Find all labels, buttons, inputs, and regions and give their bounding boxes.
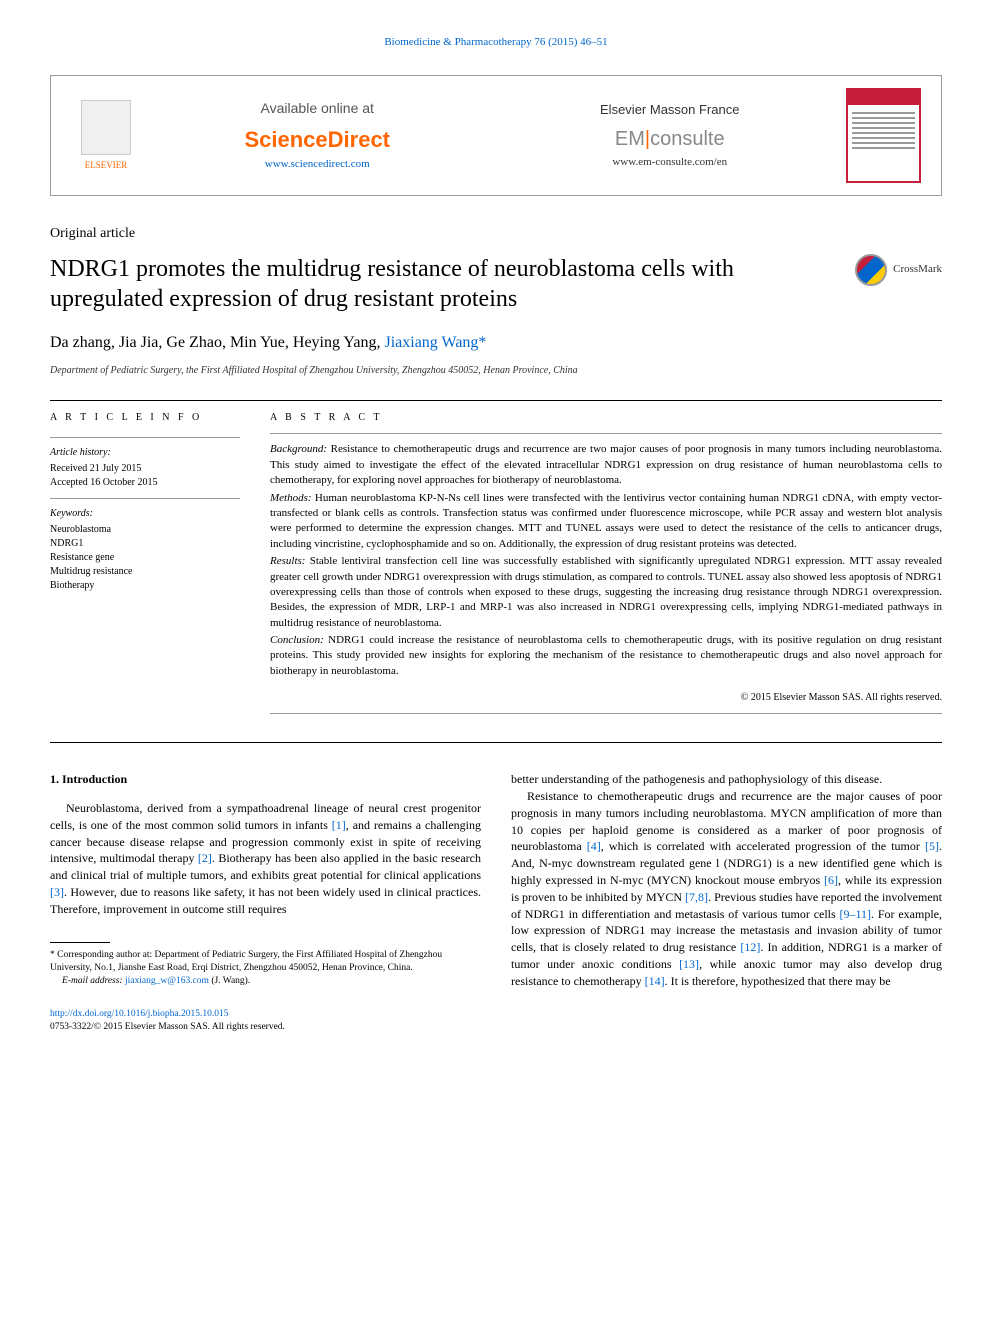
elsevier-tree-icon bbox=[81, 100, 131, 155]
em-suffix: consulte bbox=[650, 128, 725, 150]
emconsulte-url[interactable]: www.em-consulte.com/en bbox=[509, 155, 832, 170]
keywords-label: Keywords: bbox=[50, 507, 240, 521]
abstract-copyright: © 2015 Elsevier Masson SAS. All rights r… bbox=[270, 691, 942, 705]
received-date: Received 21 July 2015 bbox=[50, 462, 240, 476]
methods-label: Methods: bbox=[270, 492, 312, 504]
keyword: Multidrug resistance bbox=[50, 565, 240, 579]
keyword: Resistance gene bbox=[50, 551, 240, 565]
ref-link[interactable]: [12] bbox=[740, 940, 760, 954]
methods-text: Human neuroblastoma KP-N-Ns cell lines w… bbox=[270, 492, 942, 550]
elsevier-masson-france-label: Elsevier Masson France bbox=[509, 101, 832, 119]
body-column-left: 1. Introduction Neuroblastoma, derived f… bbox=[50, 771, 481, 989]
keyword: Neuroblastoma bbox=[50, 523, 240, 537]
keyword: NDRG1 bbox=[50, 537, 240, 551]
corresponding-author-footnote: * Corresponding author at: Department of… bbox=[50, 949, 481, 989]
results-text: Stable lentiviral transfection cell line… bbox=[270, 555, 942, 629]
em-prefix: EM bbox=[615, 128, 645, 150]
conclusion-text: NDRG1 could increase the resistance of n… bbox=[270, 634, 942, 677]
footnote-separator bbox=[50, 942, 110, 943]
crossmark-badge[interactable]: CrossMark bbox=[855, 254, 942, 286]
ref-link[interactable]: [6] bbox=[824, 873, 838, 887]
article-title: NDRG1 promotes the multidrug resistance … bbox=[50, 254, 855, 314]
emconsulte-logo: EM|consulte bbox=[509, 125, 832, 153]
issn-copyright: 0753-3322/© 2015 Elsevier Masson SAS. Al… bbox=[50, 1021, 942, 1034]
crossmark-label: CrossMark bbox=[893, 262, 942, 277]
emconsulte-column: Elsevier Masson France EM|consulte www.e… bbox=[494, 101, 847, 171]
crossmark-icon bbox=[855, 254, 887, 286]
accepted-date: Accepted 16 October 2015 bbox=[50, 476, 240, 490]
body-two-columns: 1. Introduction Neuroblastoma, derived f… bbox=[50, 771, 942, 989]
keyword: Biotherapy bbox=[50, 579, 240, 593]
available-online-label: Available online at bbox=[156, 99, 479, 119]
ref-link[interactable]: [14] bbox=[645, 974, 665, 988]
corresponding-marker: * bbox=[478, 334, 486, 351]
intro-paragraph: Neuroblastoma, derived from a sympathoad… bbox=[50, 800, 481, 918]
ref-link[interactable]: [4] bbox=[587, 839, 601, 853]
authors-list: Da zhang, Jia Jia, Ge Zhao, Min Yue, Hey… bbox=[50, 332, 942, 354]
email-suffix: (J. Wang). bbox=[209, 976, 250, 986]
ref-link[interactable]: [5] bbox=[925, 839, 939, 853]
corresponding-author[interactable]: Jiaxiang Wang bbox=[384, 334, 478, 351]
doi-link[interactable]: http://dx.doi.org/10.1016/j.biopha.2015.… bbox=[50, 1008, 942, 1021]
conclusion-label: Conclusion: bbox=[270, 634, 324, 646]
intro-continuation: better understanding of the pathogenesis… bbox=[511, 771, 942, 788]
corresponding-address: * Corresponding author at: Department of… bbox=[50, 949, 481, 976]
affiliation: Department of Pediatric Surgery, the Fir… bbox=[50, 364, 942, 378]
ref-link[interactable]: [1] bbox=[332, 818, 346, 832]
intro-paragraph-2: Resistance to chemotherapeutic drugs and… bbox=[511, 788, 942, 990]
divider bbox=[50, 742, 942, 743]
sciencedirect-url[interactable]: www.sciencedirect.com bbox=[156, 157, 479, 172]
body-column-right: better understanding of the pathogenesis… bbox=[511, 771, 942, 989]
sciencedirect-column: Available online at ScienceDirect www.sc… bbox=[141, 99, 494, 173]
email-label: E-mail address: bbox=[62, 976, 125, 986]
article-type: Original article bbox=[50, 224, 942, 244]
introduction-heading: 1. Introduction bbox=[50, 771, 481, 788]
elsevier-logo: ELSEVIER bbox=[71, 100, 141, 172]
email-link[interactable]: jiaxiang_w@163.com bbox=[125, 976, 209, 986]
ref-link[interactable]: [3] bbox=[50, 885, 64, 899]
elsevier-label: ELSEVIER bbox=[71, 159, 141, 172]
citation-header: Biomedicine & Pharmacotherapy 76 (2015) … bbox=[50, 35, 942, 50]
background-text: Resistance to chemotherapeutic drugs and… bbox=[270, 443, 942, 486]
results-label: Results: bbox=[270, 555, 305, 567]
ref-link[interactable]: [7,8] bbox=[685, 890, 708, 904]
article-history-label: Article history: bbox=[50, 446, 240, 460]
page-footer: http://dx.doi.org/10.1016/j.biopha.2015.… bbox=[50, 1008, 942, 1035]
abstract-heading: A B S T R A C T bbox=[270, 411, 942, 425]
authors-plain: Da zhang, Jia Jia, Ge Zhao, Min Yue, Hey… bbox=[50, 334, 384, 351]
journal-cover-thumbnail bbox=[846, 88, 921, 183]
article-info-sidebar: A R T I C L E I N F O Article history: R… bbox=[50, 401, 240, 722]
publisher-header-box: ELSEVIER Available online at ScienceDire… bbox=[50, 75, 942, 196]
ref-link[interactable]: [9–11] bbox=[840, 907, 872, 921]
abstract-section: A B S T R A C T Background: Resistance t… bbox=[270, 401, 942, 722]
article-info-heading: A R T I C L E I N F O bbox=[50, 411, 240, 429]
sciencedirect-logo: ScienceDirect bbox=[156, 125, 479, 156]
ref-link[interactable]: [2] bbox=[198, 851, 212, 865]
background-label: Background: bbox=[270, 443, 327, 455]
ref-link[interactable]: [13] bbox=[679, 957, 699, 971]
